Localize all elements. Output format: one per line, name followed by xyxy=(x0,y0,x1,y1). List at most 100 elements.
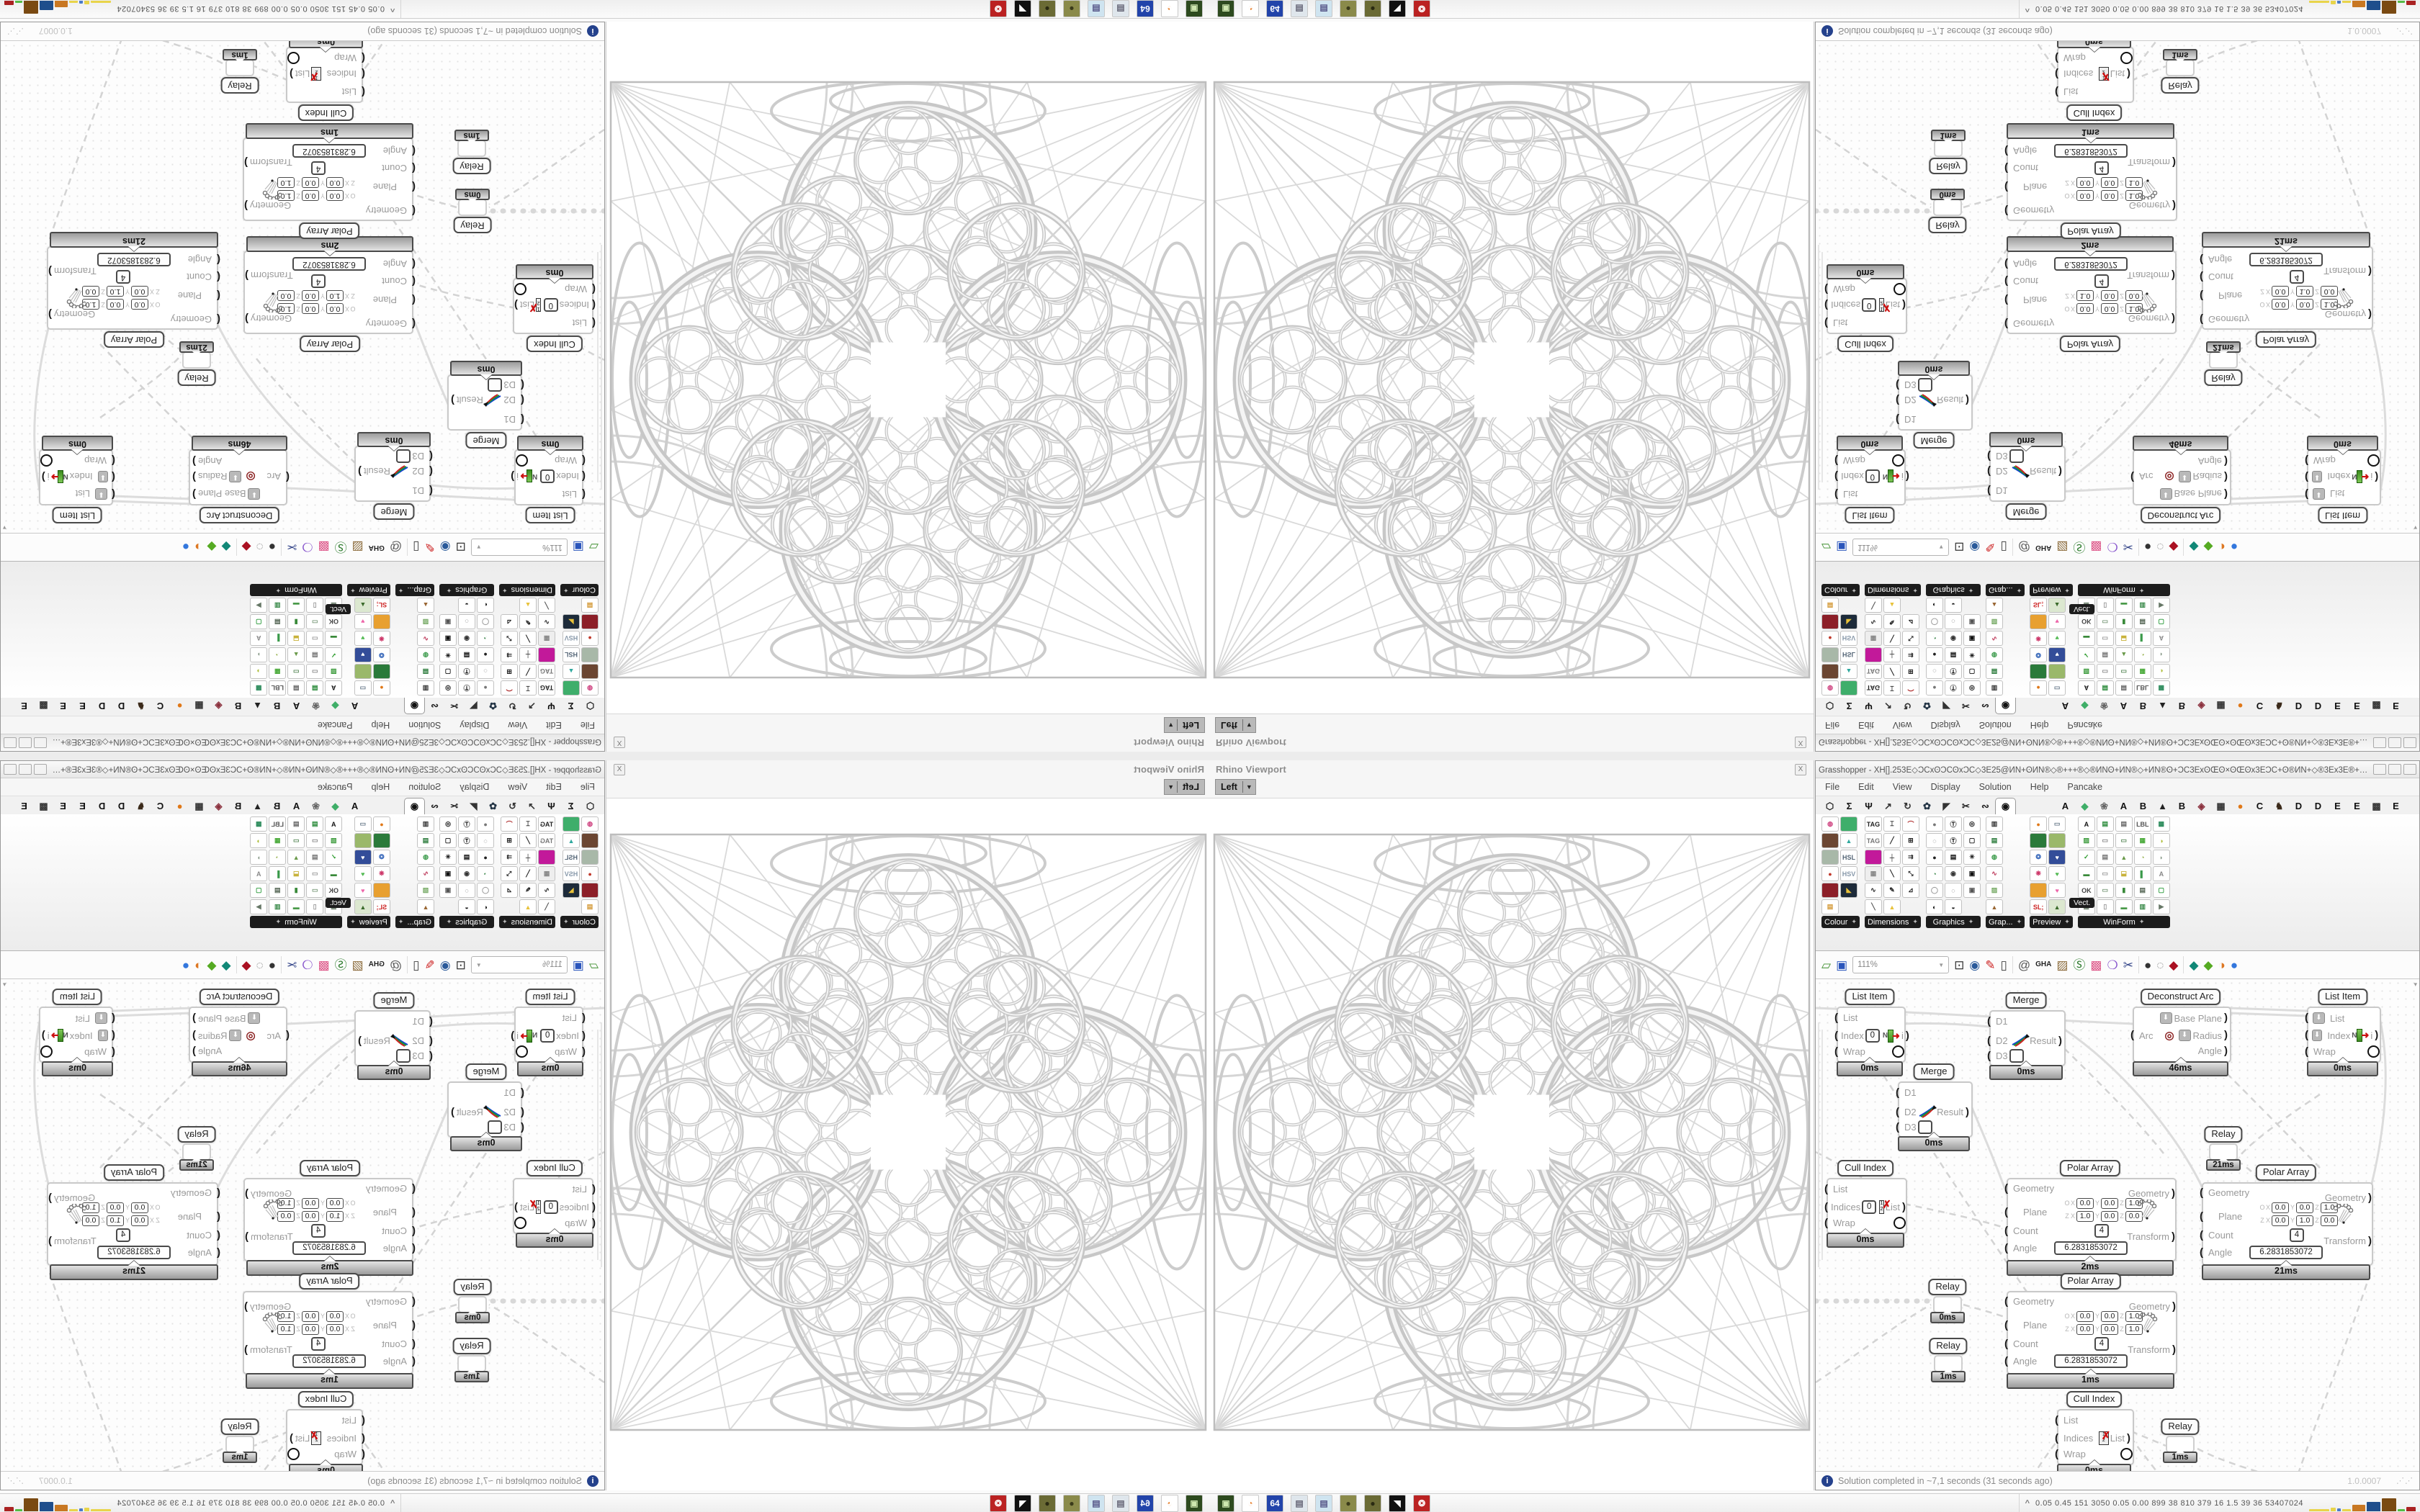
port-output[interactable]: ) xyxy=(2224,1044,2228,1057)
node-label[interactable]: Polar Array xyxy=(299,336,361,352)
ribbon-icon[interactable]: ♥ xyxy=(354,850,372,865)
maximize-button[interactable] xyxy=(2388,764,2401,775)
ribbon-icon[interactable]: ◎ xyxy=(1963,816,1981,832)
ribbon-icon[interactable]: ∿ xyxy=(538,614,556,629)
toolbar-icon[interactable]: ▯ xyxy=(413,540,420,554)
port-input[interactable]: ( xyxy=(412,145,416,158)
ribbon-icon[interactable]: Ⓣ xyxy=(458,680,476,696)
toolbar-icon[interactable]: ▱ xyxy=(588,958,599,972)
rhino-viewport-canvas[interactable] xyxy=(1210,21,1814,714)
port-output[interactable]: ) xyxy=(48,308,52,321)
port-input[interactable]: ( xyxy=(112,454,115,467)
ribbon-group-label[interactable]: Graphics ✦ xyxy=(1925,584,1981,596)
port-input[interactable]: ( xyxy=(1834,1045,1838,1058)
port-input[interactable]: ( xyxy=(1896,1105,1899,1118)
port-output[interactable]: ) xyxy=(2375,1029,2379,1041)
ribbon-icon[interactable]: ▭ xyxy=(306,631,324,646)
gh-category-tab[interactable]: ◤ xyxy=(1942,801,1950,811)
port-input[interactable]: ( xyxy=(1824,283,1828,296)
viewport-tab-left[interactable]: Left ▼ xyxy=(1215,717,1256,733)
node-label[interactable]: Polar Array xyxy=(299,1160,361,1176)
ribbon-icon[interactable]: ◌ xyxy=(1925,664,1943,679)
toolbar-icon[interactable]: ▨ xyxy=(351,540,364,554)
port-output[interactable]: ) xyxy=(244,199,248,212)
ribbon-icon[interactable]: OK xyxy=(2077,614,2095,629)
value-box[interactable] xyxy=(1917,378,1932,392)
gh-category-tab[interactable]: ❀ xyxy=(2100,701,2108,711)
ribbon-group-label[interactable]: Colour ✦ xyxy=(1821,916,1860,928)
ribbon-group-label[interactable]: Colour ✦ xyxy=(1821,584,1860,596)
gh-node-merge[interactable]: (D1(D2 Result)(D3 xyxy=(1896,374,1973,431)
ribbon-group-label[interactable]: Grap... ✦ xyxy=(395,584,435,596)
gh-category-tab[interactable]: B xyxy=(2178,801,2186,811)
toolbar-icon[interactable]: ● xyxy=(268,958,277,972)
port-input[interactable]: ( xyxy=(429,1034,433,1047)
taskbar-icon[interactable]: ● xyxy=(1364,1495,1381,1512)
ribbon-icon[interactable]: ∿ xyxy=(1864,614,1882,629)
gh-category-tab-display-selected[interactable]: ◉ xyxy=(404,798,425,814)
ribbon-icon[interactable]: ▭ xyxy=(306,614,324,629)
port-input[interactable]: ( xyxy=(1834,454,1838,467)
ribbon-icon[interactable]: ▭ xyxy=(2115,664,2133,679)
toolbar-icon[interactable]: ▱ xyxy=(1821,958,1832,972)
port-input[interactable]: ( xyxy=(217,1210,220,1223)
ribbon-icon[interactable]: ◑ xyxy=(250,833,268,848)
port-input[interactable]: ( xyxy=(217,1246,220,1259)
value-box[interactable]: 0.0 xyxy=(2272,1202,2289,1213)
menu-item-solution[interactable]: Solution xyxy=(1978,782,2012,792)
value-box[interactable]: 0 xyxy=(543,1200,558,1214)
menu-item-view[interactable]: View xyxy=(508,720,528,730)
node-label[interactable]: Merge xyxy=(373,992,415,1009)
ribbon-icon[interactable]: ▢ xyxy=(250,614,268,629)
value-box[interactable]: 1.0 xyxy=(2296,1215,2313,1226)
port-input[interactable]: ( xyxy=(2004,1318,2008,1331)
ribbon-icon[interactable]: ⊞ xyxy=(1901,664,1919,679)
gh-title-bar[interactable]: Grasshopper - XH[].253E◇ƆCxʘƆCʘxƆC◇3E25@… xyxy=(1,734,604,751)
port-input[interactable]: ( xyxy=(112,1012,115,1024)
ribbon-icon[interactable]: ▨ xyxy=(417,614,435,629)
gh-category-tab[interactable]: ● xyxy=(2237,801,2244,811)
port-output[interactable]: ) xyxy=(451,1105,454,1118)
ribbon-icon[interactable] xyxy=(372,833,390,848)
toolbar-icon[interactable]: ◆ xyxy=(2203,958,2213,972)
ribbon-group-label[interactable]: WinForm ✦ xyxy=(250,916,343,928)
ribbon-icon[interactable]: ⊿ xyxy=(501,614,519,629)
ribbon-icon[interactable]: A xyxy=(2152,631,2170,646)
port-output[interactable]: ) xyxy=(1902,1200,1906,1213)
tray-chevron-icon[interactable]: ^ xyxy=(390,1499,395,1508)
ribbon-icon[interactable]: ✳ xyxy=(1963,647,1981,662)
ribbon-icon[interactable]: ♥ xyxy=(2048,850,2066,865)
ribbon-icon[interactable]: ◔ xyxy=(477,866,495,881)
port-output[interactable]: ) xyxy=(1966,394,1969,407)
toolbar-icon[interactable]: ◌ xyxy=(2156,540,2164,554)
value-box[interactable]: 0.0 xyxy=(107,1202,124,1213)
gh-category-tab[interactable]: A xyxy=(2061,701,2069,711)
port-input[interactable]: ( xyxy=(2004,294,2008,307)
ribbon-icon[interactable]: LBL xyxy=(269,816,287,832)
toolbar-icon[interactable]: ✂ xyxy=(287,958,297,972)
menu-item-pancake[interactable]: Pancake xyxy=(2067,720,2103,730)
menu-item-solution[interactable]: Solution xyxy=(1978,720,2012,730)
ribbon-icon[interactable]: TAG xyxy=(1864,833,1882,848)
ribbon-icon[interactable] xyxy=(563,816,580,832)
ribbon-icon[interactable]: ∿ xyxy=(1985,631,2003,646)
ribbon-group-label[interactable]: WinForm ✦ xyxy=(2077,584,2170,596)
ribbon-group-label[interactable]: Graphics ✦ xyxy=(439,916,495,928)
ribbon-icon[interactable]: ◔ xyxy=(477,631,495,646)
ribbon-icon[interactable]: ● xyxy=(1821,631,1839,646)
ribbon-icon[interactable]: ▤ xyxy=(458,647,476,662)
ribbon-icon[interactable]: ▨ xyxy=(1985,614,2003,629)
ribbon-icon[interactable]: A xyxy=(325,680,343,696)
ribbon-icon[interactable] xyxy=(538,850,556,865)
value-box[interactable]: 0.0 xyxy=(326,1197,344,1209)
value-box[interactable]: 0.0 xyxy=(2296,1202,2313,1213)
port-output[interactable]: ) xyxy=(2224,455,2228,468)
toolbar-icon[interactable]: ◉ xyxy=(439,540,451,554)
value-box[interactable]: 4 xyxy=(2094,161,2109,175)
ribbon-icon[interactable]: ◣ xyxy=(563,883,580,898)
menu-item-edit[interactable]: Edit xyxy=(546,720,562,730)
ribbon-icon[interactable]: ◍ xyxy=(1985,647,2003,662)
ribbon-icon[interactable]: ♥ xyxy=(354,631,372,646)
port-output[interactable]: ) xyxy=(1905,1029,1909,1042)
port-input[interactable]: ( xyxy=(2004,204,2008,217)
